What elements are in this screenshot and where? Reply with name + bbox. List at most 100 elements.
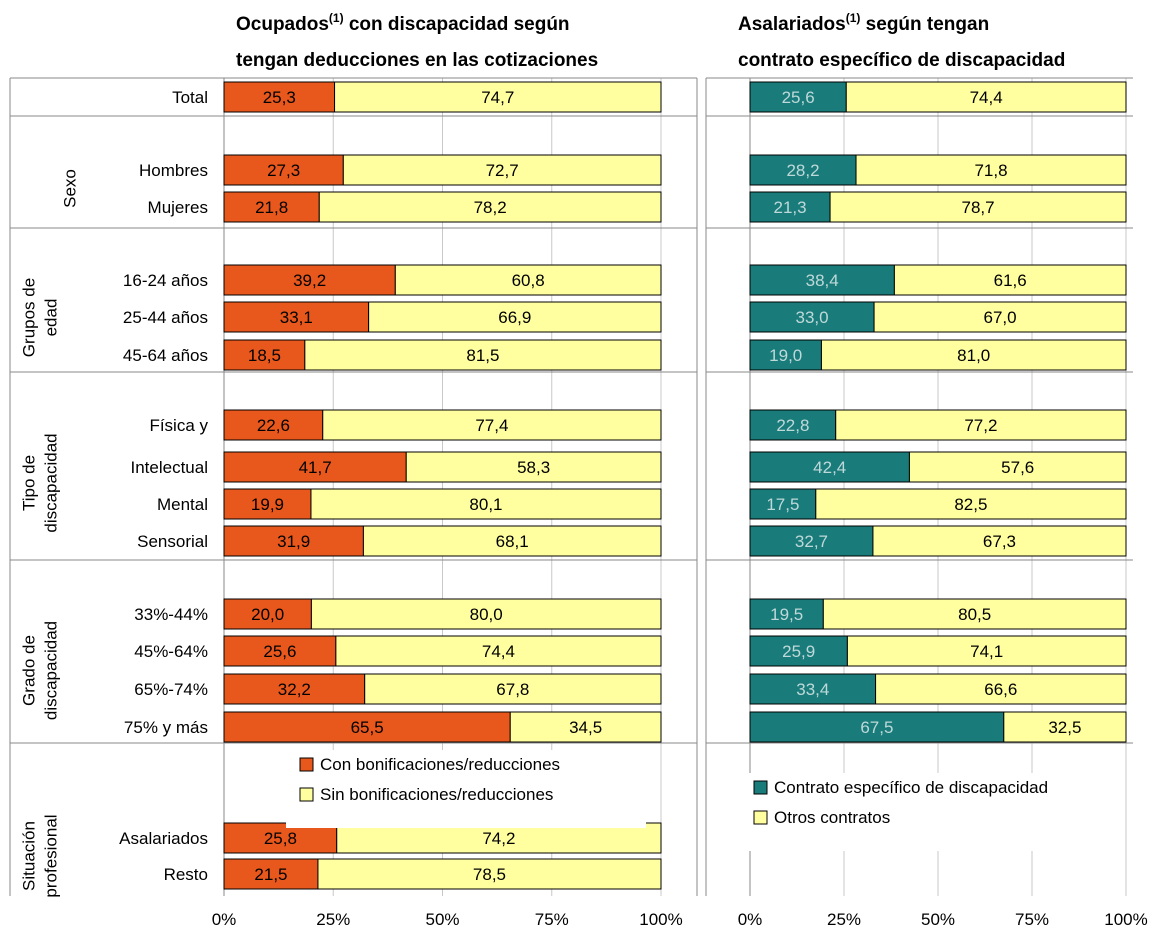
left-bar-b-11	[335, 635, 662, 667]
left-bar-b-8	[310, 488, 662, 520]
right-label-b-1: 71,8	[974, 161, 1007, 180]
left-tick-0: 0%	[212, 910, 237, 929]
left-label-b-3: 60,8	[512, 271, 545, 290]
right-bar-b-0	[845, 81, 1127, 113]
right-bar-b-13	[1003, 711, 1127, 743]
left-tick-1: 25%	[316, 910, 350, 929]
left-bar-b-3	[394, 264, 662, 296]
left-bar-a-10	[223, 598, 312, 630]
right-bar-a-7	[749, 451, 910, 483]
right-bar-a-4	[749, 301, 875, 333]
right-tick-2: 50%	[921, 910, 955, 929]
right-label-a-4: 33,0	[795, 308, 828, 327]
category-label-7: Intelectual	[131, 458, 209, 477]
left-bar-a-12	[223, 673, 366, 705]
category-label-4: 25-44 años	[123, 308, 208, 327]
category-label-2: Mujeres	[148, 198, 208, 217]
category-label-10: 33%-44%	[134, 605, 208, 624]
right-bar-b-6	[835, 409, 1127, 441]
right-bar-b-7	[908, 451, 1127, 483]
right-label-a-11: 25,9	[782, 642, 815, 661]
group-label-3-line-1: discapacidad	[42, 621, 61, 720]
right-bar-b-3	[893, 264, 1127, 296]
left-bar-a-7	[223, 451, 407, 483]
left-bars: 25,3 74,7 27,3 72,7 21,8 78,2 39,2 60,8 33,1 66,9…	[223, 81, 662, 890]
left-bar-a-5	[223, 339, 306, 371]
left-bar-b-12	[364, 673, 662, 705]
left-bar-b-5	[304, 339, 662, 371]
right-bar-b-9	[872, 525, 1127, 557]
left-tick-2: 50%	[425, 910, 459, 929]
right-label-b-6: 77,2	[964, 416, 997, 435]
left-label-a-15: 21,5	[254, 865, 287, 884]
left-label-b-12: 67,8	[496, 680, 529, 699]
right-tick-0: 0%	[738, 910, 763, 929]
right-bar-a-12	[749, 673, 877, 705]
left-label-a-4: 33,1	[280, 308, 313, 327]
left-bar-b-2	[318, 191, 662, 223]
category-label-6: Física y	[149, 416, 208, 435]
right-label-a-3: 38,4	[806, 271, 839, 290]
group-label-2-line-0: Tipo de	[20, 455, 39, 511]
left-label-a-5: 18,5	[248, 346, 281, 365]
group-label-1-line-1: edad	[42, 299, 61, 337]
right-legend-swatch-0	[753, 780, 768, 795]
left-label-b-8: 80,1	[469, 495, 502, 514]
left-bar-a-3	[223, 264, 396, 296]
x-tick-labels: 0% 25% 50% 75% 100% 0% 25% 50% 75% 100%	[212, 910, 1148, 929]
left-label-a-8: 19,9	[251, 495, 284, 514]
left-label-b-15: 78,5	[473, 865, 506, 884]
left-label-a-12: 32,2	[278, 680, 311, 699]
right-label-b-11: 74,1	[970, 642, 1003, 661]
left-label-a-2: 21,8	[255, 198, 288, 217]
left-label-b-10: 80,0	[470, 605, 503, 624]
left-bar-b-1	[342, 154, 662, 186]
left-tick-4: 100%	[639, 910, 682, 929]
category-label-5: 45-64 años	[123, 346, 208, 365]
right-label-b-8: 82,5	[954, 495, 987, 514]
left-label-b-11: 74,4	[482, 642, 515, 661]
right-label-a-9: 32,7	[795, 532, 828, 551]
right-bar-a-9	[749, 525, 874, 557]
right-legend-label-0: Contrato específico de discapacidad	[774, 778, 1048, 797]
left-bar-b-9	[362, 525, 662, 557]
left-label-b-7: 58,3	[517, 458, 550, 477]
left-bar-a-4	[223, 301, 370, 333]
left-bar-b-13	[509, 711, 662, 743]
left-legend-swatch-1	[299, 787, 314, 802]
right-label-b-4: 67,0	[983, 308, 1016, 327]
left-legend-swatch-0	[299, 757, 314, 772]
category-label-9: Sensorial	[137, 532, 208, 551]
left-label-b-0: 74,7	[481, 88, 514, 107]
right-label-b-13: 32,5	[1048, 718, 1081, 737]
left-legend-label-1: Sin bonificaciones/reducciones	[320, 785, 553, 804]
category-label-12: 65%-74%	[134, 680, 208, 699]
left-label-b-5: 81,5	[466, 346, 499, 365]
category-label-8: Mental	[157, 495, 208, 514]
right-bar-a-3	[749, 264, 895, 296]
right-bar-b-2	[829, 191, 1127, 223]
right-label-b-0: 74,4	[970, 88, 1003, 107]
left-label-b-4: 66,9	[498, 308, 531, 327]
left-chart-title-line2: tengan deducciones en las cotizaciones	[236, 50, 598, 71]
right-label-a-2: 21,3	[773, 198, 806, 217]
left-legend-label-0: Con bonificaciones/reducciones	[320, 755, 560, 774]
right-legend-label-1: Otros contratos	[774, 808, 890, 827]
left-bar-b-6	[322, 409, 662, 441]
left-label-b-2: 78,2	[474, 198, 507, 217]
category-label-3: 16-24 años	[123, 271, 208, 290]
right-bar-a-13	[749, 711, 1005, 743]
left-bar-b-4	[368, 301, 662, 333]
category-label-0: Total	[172, 88, 208, 107]
left-bar-a-1	[223, 154, 344, 186]
left-bar-b-15	[317, 858, 662, 890]
right-chart-title-line1: Asalariados(1) según tengan	[738, 11, 989, 35]
right-label-a-13: 67,5	[860, 718, 893, 737]
right-label-a-10: 19,5	[770, 605, 803, 624]
left-label-a-1: 27,3	[267, 161, 300, 180]
left-label-b-1: 72,7	[486, 161, 519, 180]
right-label-a-8: 17,5	[766, 495, 799, 514]
group-label-2-line-1: discapacidad	[42, 433, 61, 532]
left-label-a-3: 39,2	[293, 271, 326, 290]
